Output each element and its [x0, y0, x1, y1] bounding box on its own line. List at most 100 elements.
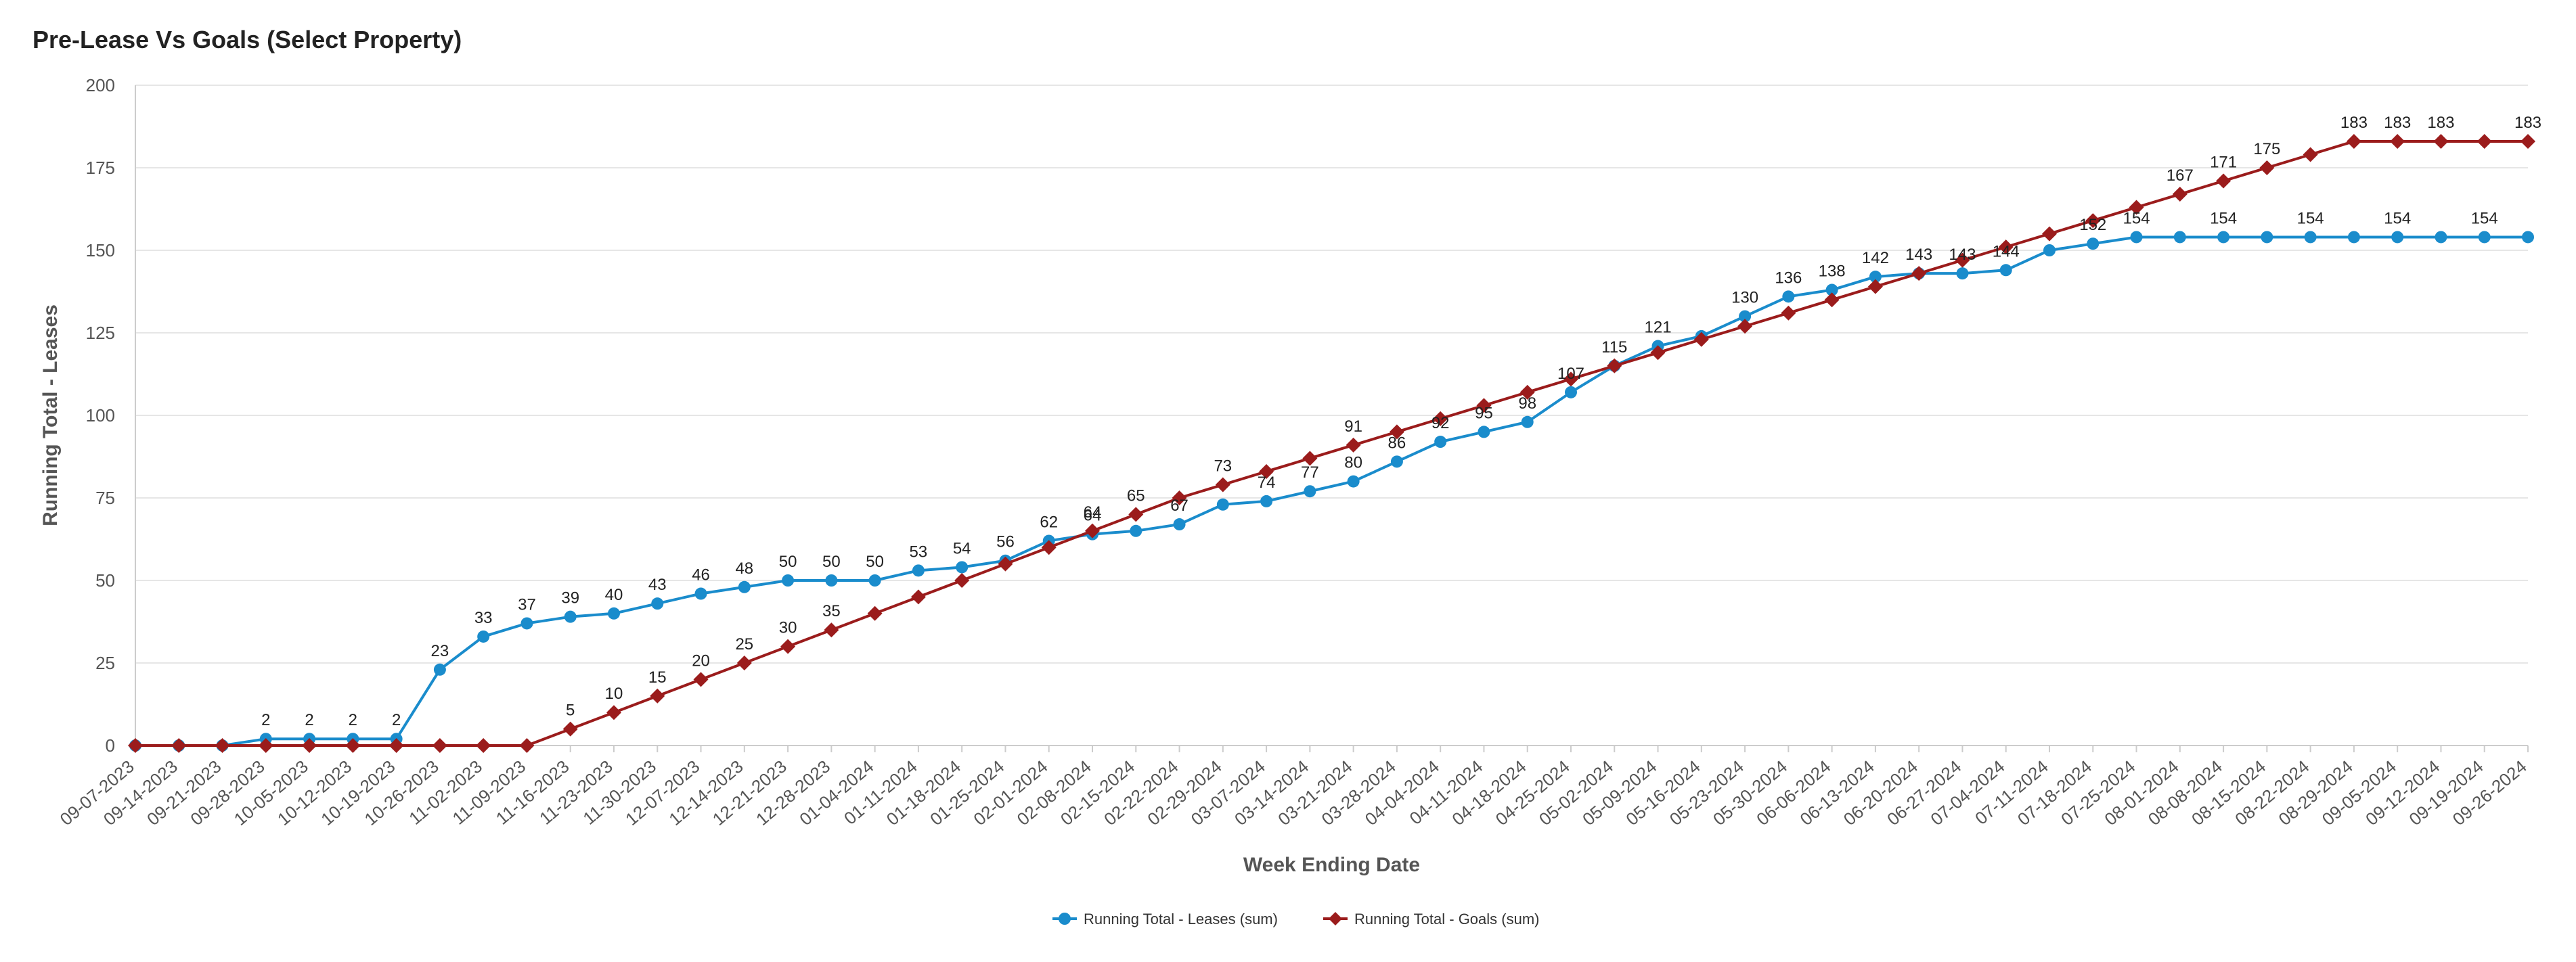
y-tick-label: 100 — [86, 405, 115, 426]
data-point — [433, 663, 446, 676]
data-point — [824, 622, 839, 638]
data-label: 50 — [779, 553, 797, 571]
data-point — [1519, 384, 1535, 400]
data-label: 154 — [2384, 209, 2411, 227]
data-point — [998, 556, 1013, 572]
data-label: 33 — [474, 609, 493, 627]
data-point — [693, 672, 709, 687]
data-point — [2477, 133, 2492, 149]
series-line-goals — [135, 139, 2528, 747]
data-point — [606, 705, 621, 720]
data-label: 2 — [305, 711, 313, 729]
data-label: 50 — [866, 553, 884, 571]
y-tick-label: 75 — [95, 488, 115, 508]
data-point — [1867, 279, 1883, 294]
data-point — [2087, 237, 2100, 250]
data-label: 121 — [1645, 319, 1672, 337]
y-tick-label: 150 — [86, 240, 115, 260]
data-point — [1173, 518, 1186, 531]
data-label: 183 — [2340, 114, 2368, 132]
data-point — [1304, 485, 1316, 498]
data-point — [2217, 231, 2230, 244]
data-point — [1478, 426, 1490, 438]
data-point — [1955, 252, 1970, 268]
data-point — [910, 589, 926, 605]
data-point — [956, 561, 969, 574]
legend[interactable]: Running Total - Leases (sum) Running Tota… — [1052, 911, 1540, 927]
data-point — [1737, 319, 1753, 334]
data-label: 80 — [1344, 454, 1362, 472]
data-point — [476, 738, 491, 753]
data-point — [2522, 231, 2534, 244]
data-point — [2303, 147, 2318, 162]
data-point — [2259, 160, 2275, 175]
data-point — [1476, 398, 1492, 413]
data-point — [2042, 226, 2057, 242]
series-line-leases — [135, 235, 2528, 747]
y-tick-label: 175 — [86, 158, 115, 178]
data-point — [1215, 477, 1230, 493]
y-tick-label: 200 — [86, 75, 115, 95]
data-point — [564, 610, 577, 623]
legend-item-goals[interactable]: Running Total - Goals (sum) — [1323, 911, 1540, 927]
data-point — [519, 738, 535, 753]
data-point — [2521, 133, 2535, 149]
data-point — [2390, 133, 2405, 149]
data-point — [345, 738, 361, 753]
data-label: 183 — [2427, 114, 2454, 132]
data-point — [1565, 386, 1577, 398]
legend-label: Running Total - Leases (sum) — [1084, 911, 1278, 927]
legend-label: Running Total - Goals (sum) — [1354, 911, 1540, 927]
data-label: 40 — [605, 586, 623, 604]
data-point — [1128, 507, 1144, 522]
data-label: 92 — [1431, 414, 1450, 432]
data-label: 43 — [648, 576, 667, 594]
data-point — [912, 564, 925, 577]
data-label: 64 — [1084, 507, 1102, 525]
data-label: 175 — [2253, 140, 2280, 158]
data-label: 20 — [692, 651, 710, 670]
data-label: 46 — [692, 566, 710, 585]
data-point — [302, 738, 317, 753]
data-label: 136 — [1775, 269, 1802, 287]
data-point — [2391, 231, 2404, 244]
data-label: 144 — [1993, 242, 2020, 260]
x-axis-title: Week Ending Date — [1243, 854, 1420, 876]
data-point — [1782, 290, 1795, 303]
data-point — [258, 738, 273, 753]
data-label: 10 — [605, 685, 623, 703]
data-point — [825, 574, 838, 587]
data-point — [1130, 524, 1142, 537]
data-label: 15 — [648, 668, 667, 687]
data-label: 2 — [261, 711, 270, 729]
data-label: 62 — [1040, 513, 1058, 531]
data-point — [608, 607, 620, 620]
legend-item-leases[interactable]: Running Total - Leases (sum) — [1052, 911, 1278, 927]
data-label: 138 — [1819, 262, 1846, 281]
data-point — [215, 738, 230, 753]
data-label: 167 — [2167, 166, 2194, 185]
data-label: 130 — [1731, 289, 1758, 307]
legend-marker — [1329, 912, 1342, 925]
data-point — [562, 721, 578, 737]
data-label: 53 — [910, 543, 928, 561]
data-label: 142 — [1862, 249, 1889, 267]
data-label: 183 — [2514, 114, 2541, 132]
data-point — [1433, 411, 1448, 426]
data-point — [2346, 133, 2361, 149]
data-point — [171, 738, 187, 753]
data-point — [2129, 200, 2144, 215]
chart-title: Pre-Lease Vs Goals (Select Property) — [32, 26, 462, 53]
data-point — [1911, 266, 1927, 281]
data-point — [1998, 239, 2014, 255]
data-label: 154 — [2471, 209, 2498, 227]
data-point — [2130, 231, 2143, 244]
data-label: 65 — [1127, 486, 1145, 505]
data-point — [1869, 271, 1882, 283]
data-point — [867, 605, 883, 621]
data-label: 74 — [1258, 474, 1276, 492]
data-label: 107 — [1557, 365, 1584, 383]
data-label: 154 — [2297, 209, 2324, 227]
data-point — [128, 738, 143, 753]
